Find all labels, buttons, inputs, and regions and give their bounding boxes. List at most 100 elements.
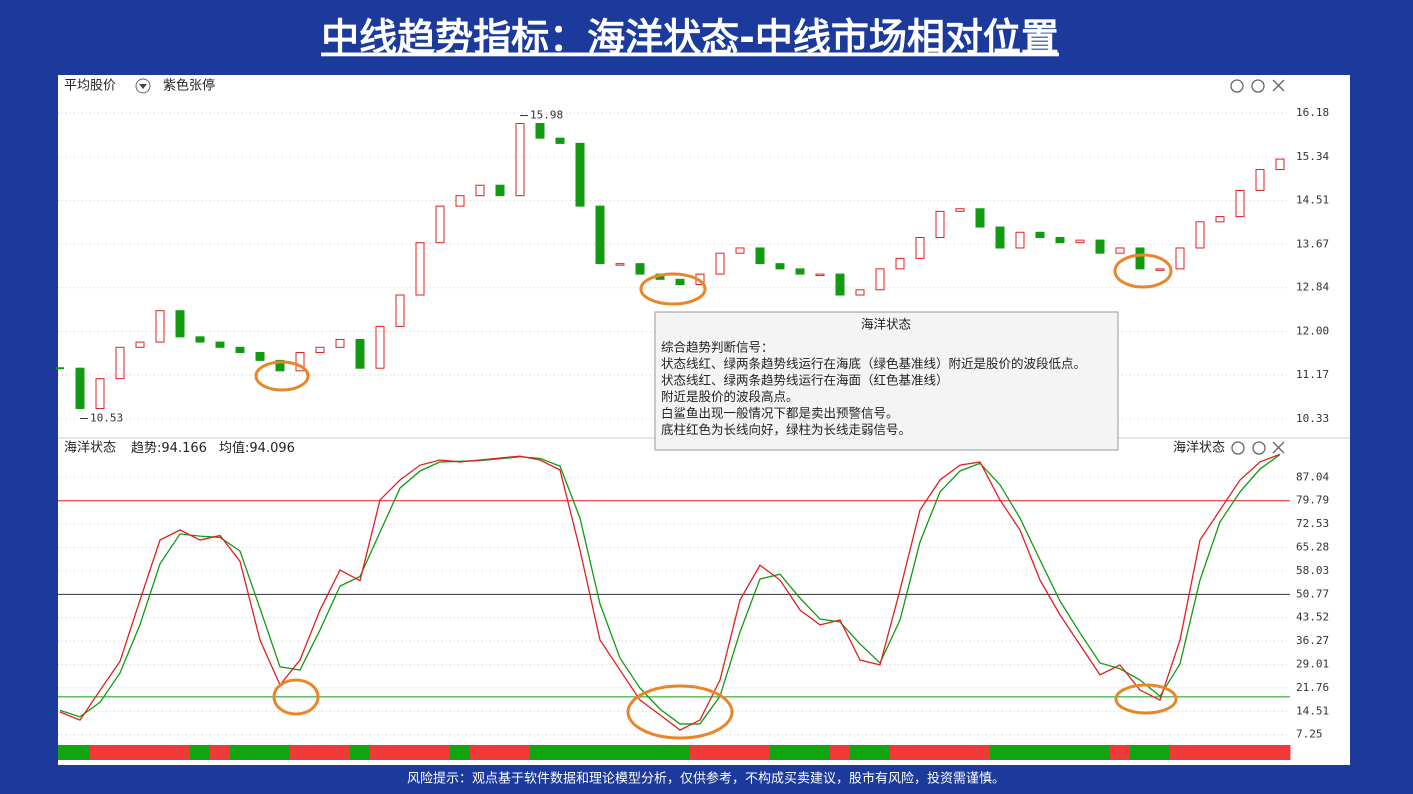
- candle: [795, 268, 805, 275]
- y-tick-label: 14.51: [1296, 193, 1329, 206]
- candle: [455, 195, 465, 207]
- series-line: [59, 453, 1281, 731]
- status-bar-segment: [490, 745, 511, 760]
- y-tick-label: 16.18: [1296, 106, 1329, 119]
- y-tick-label: 50.77: [1296, 587, 1329, 600]
- status-bar-segment: [1110, 745, 1131, 760]
- tooltip-line: 状态线红、绿两条趋势线运行在海底（绿色基准线）附近是股价的波段低点。: [661, 356, 1086, 371]
- status-bar-segment: [230, 745, 251, 760]
- tooltip-line: 附近是股价的波段高点。: [661, 389, 799, 404]
- status-bar-segment: [1270, 745, 1291, 760]
- main-title: 中线趋势指标：海洋状态-中线市场相对位置: [321, 16, 1059, 60]
- candle: [1275, 158, 1285, 171]
- status-bar-segment: [1130, 745, 1151, 760]
- status-bar-segment: [1230, 745, 1251, 760]
- price-subtitle: 紫色张停: [163, 78, 215, 94]
- y-tick-label: 79.79: [1296, 494, 1329, 507]
- candle: [755, 247, 765, 265]
- y-tick-label: 15.34: [1296, 150, 1329, 163]
- status-bar-segment: [1010, 745, 1031, 760]
- status-bar-segment: [210, 745, 231, 760]
- candle: [575, 142, 585, 207]
- candle: [1095, 239, 1105, 254]
- status-bar-segment: [1170, 745, 1191, 760]
- status-bar-segment: [270, 745, 291, 760]
- status-bar-segment: [90, 745, 111, 760]
- legend-name: 趋势: [131, 440, 157, 456]
- y-tick-label: 21.76: [1296, 681, 1329, 694]
- candle: [1015, 231, 1025, 249]
- candle: [275, 359, 285, 372]
- candle: [1175, 247, 1185, 270]
- status-bar-segment: [390, 745, 411, 760]
- candle: [915, 237, 925, 259]
- candle: [1135, 247, 1145, 270]
- tooltip-line: 综合趋势判断信号：: [661, 340, 774, 355]
- status-bar-segment: [750, 745, 771, 760]
- status-bar-segment: [790, 745, 811, 760]
- candle: [555, 137, 565, 144]
- y-tick-label: 65.28: [1296, 541, 1329, 554]
- candle: [1055, 237, 1065, 244]
- dropdown-icon[interactable]: [135, 78, 151, 94]
- status-bar-segment: [770, 745, 791, 760]
- candle: [955, 208, 965, 212]
- candle: [835, 273, 845, 296]
- status-bar-segment: [550, 745, 571, 760]
- y-tick-label: 58.03: [1296, 564, 1329, 577]
- status-bar-segment: [810, 745, 831, 760]
- y-tick-label: 87.04: [1296, 470, 1329, 483]
- status-bar-segment: [1190, 745, 1211, 760]
- candle: [1035, 231, 1045, 239]
- status-bar-segment: [290, 745, 311, 760]
- candle: [1215, 216, 1225, 223]
- y-tick-label: 43.52: [1296, 611, 1329, 624]
- status-bar-segment: [450, 745, 471, 760]
- candle: [975, 208, 985, 228]
- status-bar-segment: [1070, 745, 1091, 760]
- candle: [355, 338, 365, 369]
- status-bar-segment: [970, 745, 991, 760]
- footer: 风险提示：观点基于软件数据和理论模型分析，仅供参考，不构成买卖建议，股市有风险，…: [407, 771, 1005, 787]
- candle: [95, 378, 105, 409]
- status-bar-segment: [910, 745, 931, 760]
- status-bar-segment: [190, 745, 211, 760]
- status-bar-segment: [150, 745, 171, 760]
- candle: [115, 346, 125, 380]
- candle: [195, 336, 205, 343]
- status-bar-segment: [530, 745, 551, 760]
- candle: [995, 226, 1005, 249]
- candle: [315, 346, 325, 354]
- candle: [775, 263, 785, 270]
- candle: [435, 205, 445, 244]
- candle: [595, 205, 605, 265]
- status-bar-segment: [730, 745, 751, 760]
- series-line: [59, 454, 1281, 725]
- candle: [855, 289, 865, 296]
- status-bar-segment: [610, 745, 631, 760]
- candle: [255, 352, 265, 361]
- status-bar-segment: [710, 745, 731, 760]
- status-bar-segment: [830, 745, 851, 760]
- status-bar-segment: [850, 745, 871, 760]
- legend-separator: :: [245, 441, 249, 456]
- candle: [175, 310, 185, 338]
- candle: [1075, 239, 1085, 244]
- status-bar-segment: [930, 745, 951, 760]
- status-bar-segment: [1150, 745, 1171, 760]
- status-bar-segment: [570, 745, 591, 760]
- status-bar-segment: [170, 745, 191, 760]
- candle: [1155, 268, 1165, 271]
- candle: [1195, 221, 1205, 249]
- status-bar-segment: [1090, 745, 1111, 760]
- osc-title-right: 海洋状态: [1173, 441, 1225, 456]
- status-bar-segment: [630, 745, 651, 760]
- candle: [375, 325, 385, 369]
- status-bar-segment: [130, 745, 151, 760]
- candle: [75, 367, 85, 409]
- window-icons[interactable]: [1230, 79, 1285, 455]
- status-bar-segment: [58, 745, 71, 760]
- status-bar-segment: [870, 745, 891, 760]
- candle: [495, 184, 505, 197]
